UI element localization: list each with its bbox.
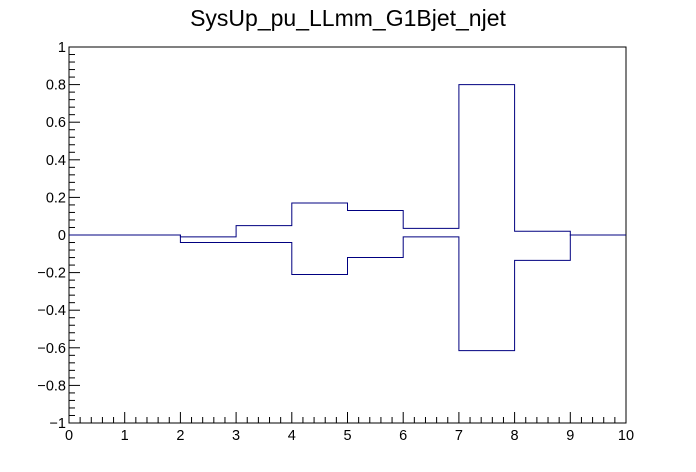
histogram-series: [69, 84, 626, 352]
histogram-step-up: [69, 84, 626, 238]
y-tick-label: 0.4: [46, 153, 66, 169]
x-tick-label: 7: [455, 428, 463, 444]
x-tick-label: 10: [618, 428, 634, 444]
axis-ticks: [68, 46, 627, 424]
y-tick-labels: −1 −0.8 −0.6 −0.4 −0.2 0 0.2 0.4 0.6 0.8 1: [37, 40, 66, 432]
x-tick-label: 0: [65, 428, 73, 444]
y-tick-label: 0: [58, 228, 66, 244]
y-tick-label: −0.2: [37, 266, 66, 282]
y-tick-label: −0.6: [37, 341, 66, 357]
y-tick-label: 0.8: [46, 78, 66, 94]
x-tick-label: 5: [343, 428, 351, 444]
x-tick-label: 1: [121, 428, 129, 444]
histogram-step-down: [69, 234, 626, 352]
y-tick-label: −0.8: [37, 378, 66, 394]
y-tick-label: −1: [49, 416, 66, 432]
x-tick-label: 4: [288, 428, 296, 444]
y-tick-label: 1: [58, 40, 66, 56]
x-tick-label: 8: [511, 428, 519, 444]
y-tick-label: 0.6: [46, 115, 66, 131]
x-tick-label: 6: [399, 428, 407, 444]
x-tick-label: 9: [566, 428, 574, 444]
y-tick-label: 0.2: [46, 190, 66, 206]
y-tick-label: −0.4: [37, 303, 66, 319]
x-tick-label: 2: [176, 428, 184, 444]
x-tick-labels: 0 1 2 3 4 5 6 7 8 9 10: [65, 428, 634, 444]
chart-title: SysUp_pu_LLmm_G1Bjet_njet: [190, 5, 506, 31]
x-tick-label: 3: [232, 428, 240, 444]
